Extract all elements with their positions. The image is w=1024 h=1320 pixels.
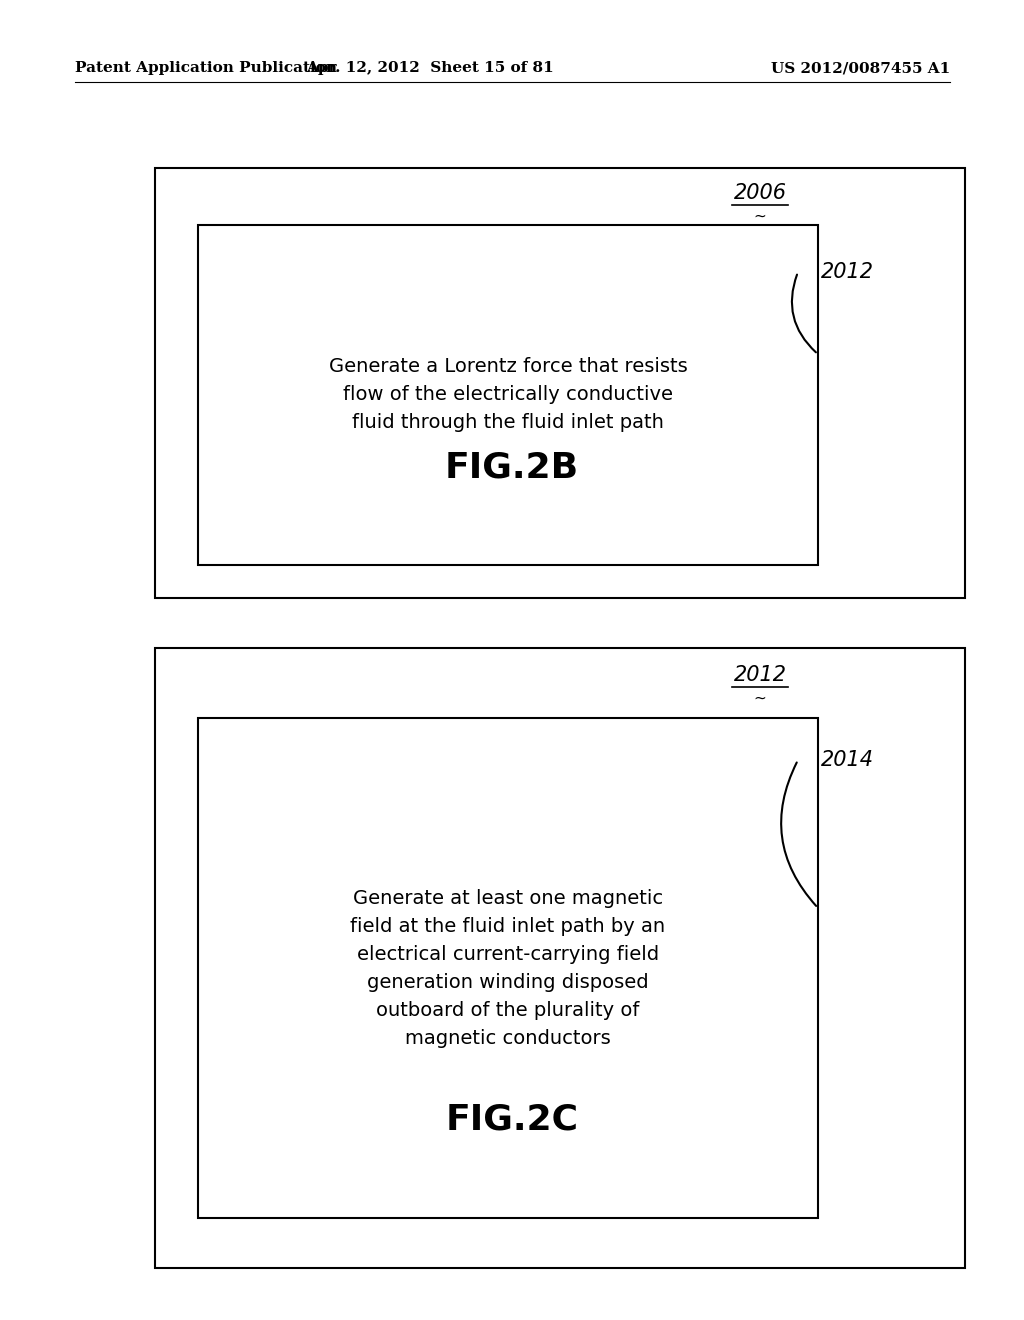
Text: Generate at least one magnetic
field at the fluid inlet path by an
electrical cu: Generate at least one magnetic field at … xyxy=(350,888,666,1048)
Text: FIG.2B: FIG.2B xyxy=(445,450,579,484)
Text: ~: ~ xyxy=(754,690,766,705)
Text: US 2012/0087455 A1: US 2012/0087455 A1 xyxy=(771,61,950,75)
Text: Patent Application Publication: Patent Application Publication xyxy=(75,61,337,75)
Text: 2006: 2006 xyxy=(733,183,786,203)
Bar xyxy=(155,648,965,1269)
Text: FIG.2C: FIG.2C xyxy=(445,1104,579,1137)
Bar xyxy=(198,224,818,565)
Text: 2012: 2012 xyxy=(733,665,786,685)
Text: Apr. 12, 2012  Sheet 15 of 81: Apr. 12, 2012 Sheet 15 of 81 xyxy=(306,61,554,75)
Text: ~: ~ xyxy=(754,209,766,223)
Text: 2014: 2014 xyxy=(821,750,874,770)
Bar xyxy=(155,168,965,598)
Text: 2012: 2012 xyxy=(821,261,874,282)
Bar xyxy=(198,718,818,1218)
Text: Generate a Lorentz force that resists
flow of the electrically conductive
fluid : Generate a Lorentz force that resists fl… xyxy=(329,358,687,433)
